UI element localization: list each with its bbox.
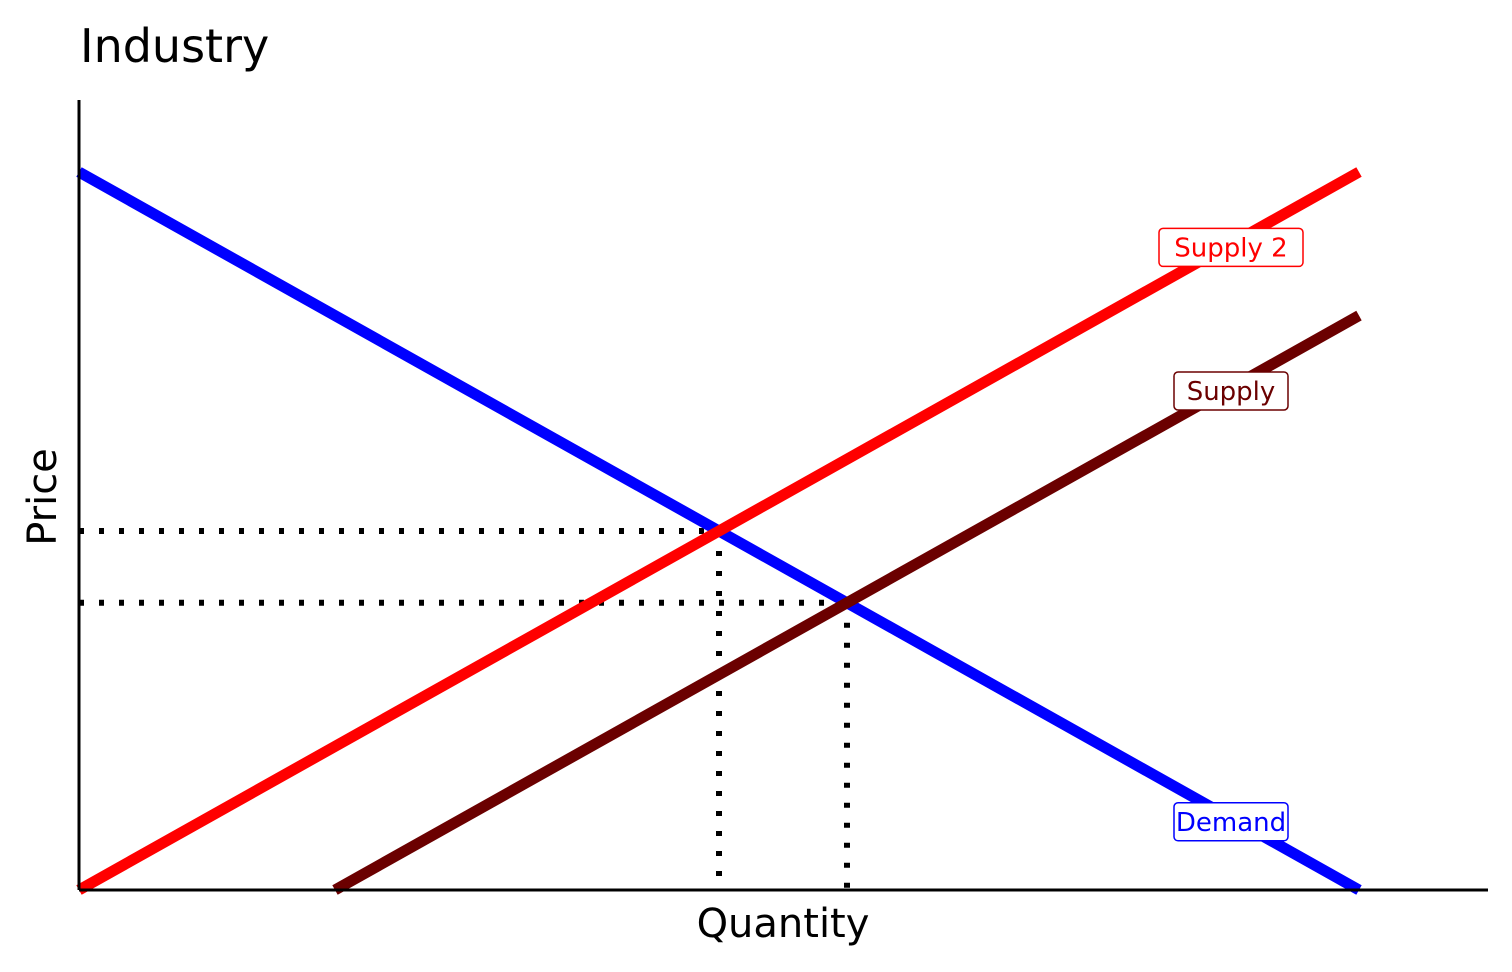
label-supply-2: Supply 2 [1158, 227, 1304, 268]
label-supply-text: Supply [1187, 377, 1276, 407]
axes [77, 100, 1488, 892]
curve-labels: Supply 2 Supply Demand [1158, 227, 1304, 842]
label-demand-text: Demand [1176, 808, 1286, 838]
label-supply-box [1173, 371, 1289, 411]
label-supply-2-text: Supply 2 [1174, 233, 1287, 263]
series-lines [76, 167, 1362, 895]
y-axis-label: Price [20, 448, 66, 546]
reference-lines [79, 528, 850, 890]
series-supply-line [332, 310, 1362, 895]
series-supply-2-line [76, 167, 1362, 895]
label-demand: Demand [1173, 802, 1289, 842]
label-supply-2-box [1158, 227, 1304, 268]
x-axis-label: Quantity [697, 901, 870, 947]
chart-title: Industry [80, 19, 269, 73]
label-supply: Supply [1173, 371, 1289, 411]
label-demand-box [1173, 802, 1289, 842]
